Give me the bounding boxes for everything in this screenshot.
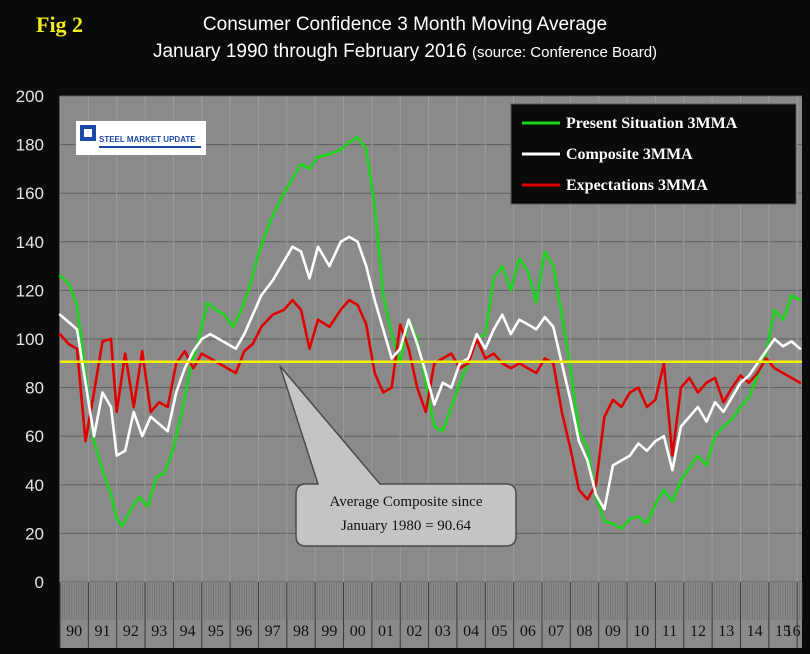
- x-tick-label-06: 06: [520, 623, 536, 640]
- x-tick-label-97: 97: [265, 623, 281, 640]
- x-tick-label-02: 02: [406, 623, 422, 640]
- x-tick-label-95: 95: [208, 623, 224, 640]
- x-axis-tick-labels: 90 91 92 93 94 95 96 97 98 99 00 01 02 03 04 05 06 07 08 09…: [66, 623, 800, 640]
- x-axis-band-dividers: [59, 582, 803, 648]
- x-tick-label-15: 15: [775, 623, 791, 640]
- series-line-expectations-3mma: [58, 298, 802, 501]
- y-tick-label-180: 180: [16, 136, 44, 155]
- x-tick-label-04: 04: [463, 623, 479, 640]
- series-layer: [58, 136, 802, 530]
- x-tick-label-07: 07: [548, 623, 564, 640]
- legend-label-expectations: Expectations 3MMA: [566, 177, 708, 194]
- y-tick-label-40: 40: [25, 476, 44, 495]
- x-tick-label-10: 10: [633, 623, 649, 640]
- x-tick-label-91: 91: [95, 623, 111, 640]
- x-tick-label-08: 08: [577, 623, 593, 640]
- callout-line-2: January 1980 = 90.64: [341, 518, 472, 534]
- y-tick-label-100: 100: [16, 330, 44, 349]
- steel-market-update-logo: STEEL MARKET UPDATE: [76, 121, 206, 155]
- y-tick-label-60: 60: [25, 427, 44, 446]
- x-tick-label-93: 93: [151, 623, 167, 640]
- y-tick-label-120: 120: [16, 281, 44, 300]
- y-tick-label-0: 0: [35, 573, 44, 592]
- y-tick-label-160: 160: [16, 184, 44, 203]
- figure-label: Fig 2: [36, 12, 84, 37]
- x-tick-label-90: 90: [66, 623, 82, 640]
- x-tick-label-14: 14: [747, 623, 763, 640]
- x-tick-label-94: 94: [180, 623, 196, 640]
- x-tick-label-11: 11: [662, 623, 677, 640]
- x-tick-label-00: 00: [350, 623, 366, 640]
- x-tick-label-09: 09: [605, 623, 621, 640]
- subtitle-source: (source: Conference Board): [471, 44, 658, 61]
- x-tick-label-12: 12: [690, 623, 706, 640]
- x-tick-label-96: 96: [236, 623, 252, 640]
- x-tick-label-98: 98: [293, 623, 309, 640]
- x-tick-label-16: 16: [785, 623, 801, 640]
- y-tick-label-20: 20: [25, 524, 44, 543]
- x-tick-label-92: 92: [123, 623, 139, 640]
- subtitle-main: January 1990 through February 2016: [152, 41, 467, 62]
- chart-title: Consumer Confidence 3 Month Moving Avera…: [202, 14, 608, 35]
- x-tick-label-03: 03: [435, 623, 451, 640]
- y-tick-label-140: 140: [16, 233, 44, 252]
- y-tick-label-80: 80: [25, 379, 44, 398]
- series-line-present-situation-3mma: [58, 136, 802, 530]
- x-tick-label-05: 05: [491, 623, 507, 640]
- chart-subtitle: January 1990 through February 2016 (sour…: [0, 41, 810, 63]
- callout-line-1: Average Composite since: [329, 494, 482, 510]
- legend-label-present: Present Situation 3MMA: [566, 115, 738, 132]
- callout-balloon: [279, 365, 517, 547]
- x-tick-label-99: 99: [321, 623, 337, 640]
- x-tick-label-13: 13: [718, 623, 734, 640]
- y-tick-label-200: 200: [16, 87, 44, 106]
- series-line-composite-3mma: [58, 235, 802, 511]
- y-axis-tick-labels: 0 20 40 60 80 100 120 140 160 180 200: [16, 87, 44, 592]
- logo-text: STEEL MARKET UPDATE: [99, 135, 196, 144]
- x-tick-label-01: 01: [378, 623, 394, 640]
- legend-label-composite: Composite 3MMA: [566, 146, 693, 163]
